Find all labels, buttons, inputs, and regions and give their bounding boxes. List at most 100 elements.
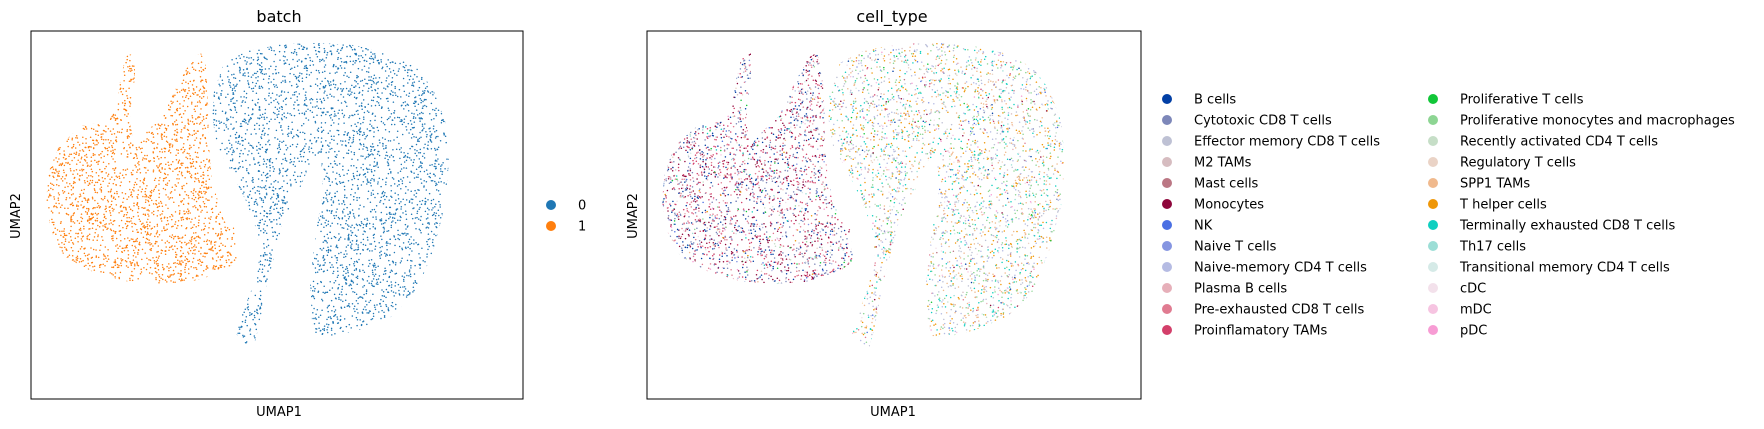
scatter-point: [298, 74, 301, 77]
scatter-point: [305, 203, 308, 205]
scatter-point: [438, 214, 440, 217]
scatter-point: [72, 220, 74, 223]
scatter-point: [384, 157, 386, 159]
scatter-point: [323, 47, 326, 50]
scatter-point: [444, 313, 446, 316]
scatter-point: [448, 158, 449, 161]
scatter-point: [337, 112, 339, 114]
scatter-point: [407, 233, 409, 235]
scatter-point: [95, 171, 98, 174]
scatter-point: [384, 272, 387, 275]
scatter-point: [305, 143, 307, 145]
scatter-point: [354, 123, 356, 125]
scatter-point: [372, 146, 375, 148]
scatter-point: [332, 80, 335, 82]
scatter-point: [302, 222, 304, 224]
scatter-point: [329, 250, 332, 252]
scatter-point: [362, 308, 365, 311]
scatter-point: [214, 54, 217, 56]
scatter-point: [231, 89, 234, 92]
scatter-point: [274, 68, 277, 71]
scatter-point: [366, 330, 368, 333]
scatter-point: [208, 131, 211, 133]
scatter-point: [106, 199, 109, 201]
scatter-point: [428, 208, 430, 211]
scatter-point: [390, 154, 393, 157]
scatter-point: [433, 245, 436, 247]
scatter-point: [306, 344, 309, 347]
scatter-point: [329, 93, 331, 95]
scatter-point: [435, 113, 437, 115]
scatter-point: [424, 203, 426, 206]
scatter-point: [287, 253, 289, 256]
scatter-point: [353, 165, 355, 167]
scatter-point: [373, 240, 376, 243]
scatter-point: [71, 56, 73, 59]
scatter-point: [261, 146, 264, 149]
scatter-point: [244, 148, 246, 150]
scatter-point: [371, 153, 373, 155]
scatter-point: [357, 113, 359, 116]
scatter-point: [247, 80, 249, 82]
scatter-point: [49, 131, 52, 134]
scatter-point: [99, 102, 101, 105]
scatter-point: [313, 317, 315, 320]
scatter-point: [149, 123, 151, 126]
scatter-point: [267, 244, 270, 247]
scatter-point: [225, 214, 228, 217]
scatter-point: [271, 337, 274, 339]
scatter-point: [244, 259, 247, 261]
scatter-point: [220, 121, 223, 123]
scatter-point: [387, 47, 389, 50]
scatter-point: [337, 287, 340, 289]
scatter-point: [198, 250, 200, 252]
scatter-point: [313, 167, 315, 170]
scatter-point: [361, 278, 364, 280]
scatter-point: [308, 170, 311, 172]
scatter-point: [276, 94, 278, 96]
scatter-point: [357, 187, 359, 189]
scatter-point: [275, 72, 277, 75]
scatter-point: [334, 309, 337, 311]
scatter-point: [264, 331, 266, 333]
scatter-point: [321, 111, 323, 113]
scatter-point: [276, 246, 279, 249]
scatter-point: [346, 55, 348, 58]
scatter-point: [260, 255, 262, 257]
scatter-point: [263, 214, 265, 217]
scatter-point: [380, 61, 383, 63]
scatter-point: [403, 90, 406, 93]
scatter-point: [264, 132, 266, 135]
batch-scatter-points: [46, 43, 449, 349]
scatter-point: [445, 53, 448, 55]
scatter-point: [235, 121, 238, 123]
scatter-point: [415, 308, 417, 311]
scatter-point: [340, 307, 343, 309]
scatter-point: [62, 278, 64, 280]
scatter-point: [373, 178, 375, 181]
scatter-point: [331, 287, 334, 289]
scatter-point: [235, 57, 238, 60]
scatter-point: [425, 296, 428, 298]
scatter-point: [342, 266, 344, 269]
scatter-point: [326, 189, 328, 192]
scatter-point: [281, 225, 284, 228]
scatter-point: [370, 211, 372, 213]
scatter-point: [281, 275, 284, 278]
scatter-point: [206, 169, 209, 172]
scatter-point: [342, 212, 344, 214]
scatter-point: [284, 159, 287, 161]
scatter-point: [394, 62, 397, 65]
scatter-point: [144, 79, 147, 81]
scatter-point: [347, 93, 349, 96]
scatter-point: [57, 199, 60, 201]
scatter-point: [291, 258, 293, 260]
scatter-point: [303, 46, 306, 49]
scatter-point: [317, 221, 320, 224]
scatter-point: [320, 137, 323, 139]
scatter-point: [235, 91, 237, 93]
scatter-point: [403, 156, 405, 159]
scatter-point: [258, 49, 260, 51]
scatter-point: [400, 120, 403, 123]
scatter-point: [279, 327, 282, 329]
